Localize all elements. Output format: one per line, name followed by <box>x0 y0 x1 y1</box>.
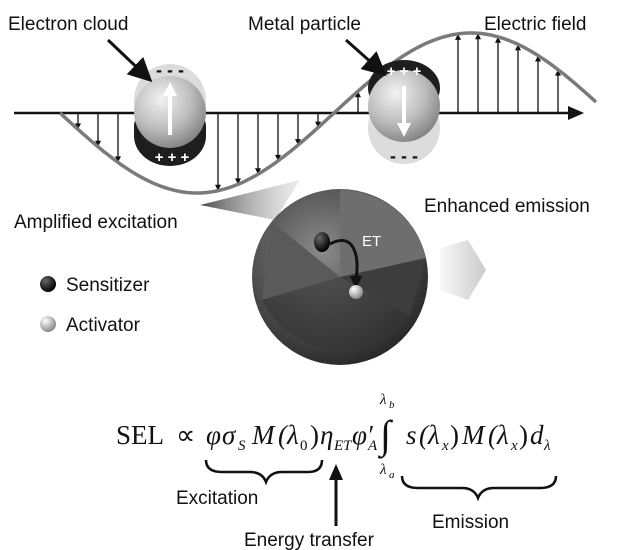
label-excitation: Excitation <box>176 488 258 509</box>
field-arrow-head-0 <box>75 123 81 130</box>
eq-upper: λ <box>379 392 387 408</box>
field-arrow-head-3 <box>215 184 221 191</box>
emission-brace <box>400 475 558 502</box>
label-electric-field: Electric field <box>484 14 586 35</box>
dipole-up-arrow-icon <box>163 82 177 96</box>
metal-particle-pointer <box>345 38 387 76</box>
eq-upper-sub: b <box>389 399 395 411</box>
energy-transfer-arrow-icon <box>329 464 343 480</box>
field-arrow-head-4 <box>235 178 241 185</box>
sensitizer-ion <box>314 232 330 252</box>
eq-lx-open: (λ <box>419 420 440 450</box>
label-energy-transfer: Energy transfer <box>244 530 375 550</box>
upconversion-nanoparticle: ET <box>252 189 428 365</box>
eq-lower: λ <box>379 462 387 478</box>
eq-close: ) <box>310 420 319 450</box>
label-emission: Emission <box>432 512 509 533</box>
eq-lhs: SEL <box>116 420 164 450</box>
charge-plus-left: + + + <box>155 149 190 166</box>
field-arrow-head-1 <box>95 140 101 147</box>
et-arrow <box>329 238 359 281</box>
et-arrow-head-icon <box>350 276 362 290</box>
eq-x: x <box>441 438 449 454</box>
field-arrow-head-15 <box>555 69 561 76</box>
excitation-brace <box>204 459 324 486</box>
field-arrow-head-14 <box>535 55 541 62</box>
label-metal-particle: Metal particle <box>248 14 361 35</box>
dipole-down-arrow-icon <box>397 123 411 137</box>
eq-x2: x <box>510 438 518 454</box>
excitation-glow <box>200 180 300 220</box>
eq-varphi-sub: A <box>367 438 378 454</box>
eq-M: M <box>251 420 276 450</box>
charge-minus-right: - - - <box>390 146 418 166</box>
field-arrow-head-7 <box>295 139 301 146</box>
eq-varphi: φ′ <box>352 420 374 450</box>
eq-eta: η <box>320 420 333 450</box>
electron-cloud-pointer <box>106 38 153 83</box>
field-arrow-head-13 <box>515 44 521 51</box>
field-arrow-head-10 <box>455 33 461 40</box>
metal-particle-left: - - - + + + <box>134 60 206 166</box>
electric-field-wave <box>58 31 598 195</box>
eq-eta-sub: ET <box>333 438 353 454</box>
sensitizer-legend-icon <box>40 276 56 292</box>
eq-sigma-sub: S <box>238 438 246 454</box>
label-et: ET <box>362 233 381 250</box>
eq-d-sub: λ <box>543 438 551 454</box>
eq-sigma: σ <box>222 420 237 450</box>
field-arrows <box>75 33 561 191</box>
field-arrow-head-6 <box>275 154 281 161</box>
eq-s: s <box>406 420 417 450</box>
charge-plus-right: + + + <box>387 63 422 80</box>
eq-lower-sub: a <box>389 469 395 481</box>
eq-close3: ) <box>519 420 528 450</box>
label-electron-cloud: Electron cloud <box>8 14 128 35</box>
activator-ion <box>349 285 363 299</box>
field-arrow-head-12 <box>495 36 501 43</box>
field-arrow-head-8 <box>315 121 321 128</box>
eq-zero: 0 <box>300 438 308 454</box>
metal-particle-right: + + + - - - <box>368 60 440 166</box>
axis-arrow-icon <box>568 106 584 120</box>
eq-lambda0: (λ <box>278 420 299 450</box>
eq-M2: M <box>461 420 486 450</box>
eq-lx2-open: (λ <box>488 420 509 450</box>
field-arrow-head-9 <box>355 91 361 98</box>
legend: Sensitizer Activator <box>40 275 150 336</box>
field-arrow-head-5 <box>255 168 261 175</box>
label-amplified-excitation: Amplified excitation <box>14 212 178 233</box>
activator-legend-icon <box>40 316 56 332</box>
label-enhanced-emission: Enhanced emission <box>424 196 590 217</box>
eq-d: d <box>530 420 544 450</box>
legend-activator: Activator <box>66 315 141 336</box>
charge-minus-left: - - - <box>156 60 184 80</box>
eq-prop: ∝ <box>176 420 195 450</box>
sel-equation: SEL ∝ φ σ S M (λ 0 ) η ET φ′ A ∫ λ b λ a… <box>116 392 551 481</box>
legend-sensitizer: Sensitizer <box>66 275 150 296</box>
field-arrow-head-2 <box>115 156 121 163</box>
eq-close2: ) <box>450 420 459 450</box>
eq-integral: ∫ <box>377 412 394 459</box>
field-arrow-head-11 <box>475 33 481 40</box>
eq-phi: φ <box>206 420 221 450</box>
emission-glow-arrow <box>440 240 486 300</box>
